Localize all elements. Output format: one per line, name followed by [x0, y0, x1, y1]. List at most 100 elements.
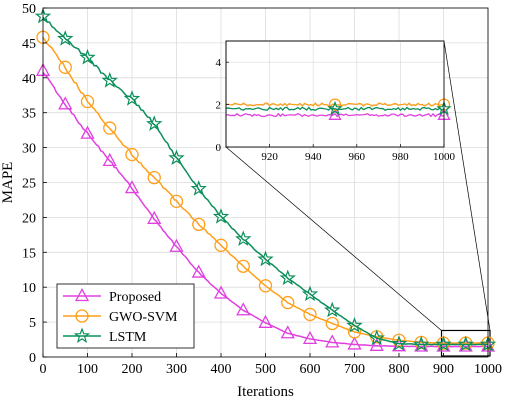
inset-x-tick-label: 980	[392, 151, 409, 163]
x-tick-label: 400	[211, 362, 232, 377]
zoom-connector-line	[443, 40, 491, 331]
x-tick-label: 100	[77, 362, 98, 377]
data-point-gwo-svm	[125, 147, 139, 162]
y-tick-label: 10	[22, 281, 36, 296]
inset-series-line-gwo-svm	[225, 102, 445, 107]
data-point-lstm	[346, 316, 363, 333]
data-point-lstm	[257, 250, 274, 267]
data-point-gwo-svm	[281, 295, 295, 310]
legend-label-lstm: LSTM	[109, 330, 147, 345]
data-point-lstm	[190, 180, 207, 196]
y-tick-label: 0	[29, 351, 36, 366]
data-point-gwo-svm	[214, 238, 228, 252]
legend-marker-proposed	[74, 288, 90, 302]
data-point-lstm	[123, 90, 141, 106]
data-point-proposed	[347, 336, 362, 350]
data-point-gwo-svm	[325, 316, 339, 331]
data-point-lstm	[57, 30, 74, 46]
inset-data-point-lstm	[327, 100, 343, 116]
inset-series-line-proposed	[225, 112, 445, 118]
data-point-lstm	[168, 149, 185, 166]
y-tick-label: 45	[22, 37, 36, 52]
x-tick-label: 1000	[474, 362, 502, 377]
data-point-gwo-svm	[80, 94, 95, 109]
x-tick-label: 600	[300, 362, 321, 377]
data-point-lstm	[235, 230, 252, 247]
data-point-proposed	[280, 325, 295, 339]
data-point-gwo-svm	[103, 121, 117, 135]
y-tick-label: 25	[22, 177, 36, 192]
data-point-proposed	[302, 330, 318, 345]
data-point-lstm	[101, 71, 118, 88]
data-point-gwo-svm	[169, 194, 184, 208]
inset-zoom-plot: 920 940 960 980 1000 0 2 4	[216, 40, 456, 163]
main-series	[34, 7, 497, 352]
x-tick-label: 200	[122, 362, 143, 377]
data-point-proposed	[102, 152, 117, 167]
inset-y-tick-label: 2	[216, 100, 222, 112]
x-tick-label: 500	[255, 362, 276, 377]
inset-border	[225, 40, 445, 148]
y-tick-label: 5	[29, 316, 36, 331]
data-point-lstm	[146, 115, 163, 131]
x-axis-label: Iterations	[237, 384, 294, 400]
data-point-proposed	[124, 180, 140, 194]
data-point-lstm	[368, 329, 385, 346]
legend: Proposed GWO-SVM LSTM	[56, 283, 195, 349]
data-point-proposed	[58, 96, 73, 110]
x-tick-label: 900	[433, 362, 454, 377]
data-point-lstm	[435, 335, 452, 352]
data-point-lstm	[390, 335, 408, 351]
data-point-lstm	[212, 208, 230, 224]
data-point-gwo-svm	[258, 279, 273, 293]
inset-y-tick-label: 4	[216, 57, 222, 69]
data-point-gwo-svm	[236, 259, 250, 273]
data-point-proposed	[369, 337, 384, 351]
legend-label-proposed: Proposed	[109, 290, 161, 305]
inset-y-tick-label: 0	[216, 142, 222, 154]
y-tick-label: 40	[22, 72, 36, 87]
y-tick-label: 35	[22, 107, 36, 122]
y-tick-label: 20	[22, 211, 36, 226]
legend-marker-lstm	[73, 327, 91, 343]
data-point-lstm	[457, 335, 474, 352]
y-tick-label: 50	[22, 2, 36, 17]
data-point-gwo-svm	[147, 170, 161, 185]
y-tick-label: 30	[22, 142, 36, 157]
x-tick-label: 300	[166, 362, 187, 377]
data-point-lstm	[324, 301, 341, 318]
data-point-lstm	[279, 269, 296, 286]
data-point-proposed	[80, 125, 95, 139]
data-point-lstm	[79, 48, 96, 65]
series-line-gwo-svm	[42, 37, 489, 344]
main-axes: 0 100 200 300 400 500 600 700 800 900 100005101520…	[22, 2, 502, 377]
zoom-connector-line	[225, 146, 442, 331]
data-point-gwo-svm	[192, 217, 206, 232]
data-point-gwo-svm	[58, 60, 72, 74]
series-line-proposed	[42, 71, 489, 348]
inset-x-tick-label: 1000	[433, 151, 456, 163]
data-point-proposed	[258, 314, 273, 328]
inset-data-point-proposed	[328, 107, 342, 120]
x-tick-label: 0	[40, 362, 47, 377]
data-point-proposed	[213, 285, 229, 299]
data-point-lstm	[413, 335, 430, 352]
data-point-proposed	[191, 264, 206, 278]
legend-marker-gwo-svm	[75, 309, 89, 323]
legend-label-gwo-svm: GWO-SVM	[109, 310, 178, 325]
x-tick-label: 800	[389, 362, 410, 377]
data-point-gwo-svm	[303, 307, 317, 322]
data-point-proposed	[169, 238, 184, 252]
y-tick-label: 15	[22, 246, 36, 261]
data-point-proposed	[325, 334, 340, 348]
inset-frame	[225, 40, 445, 148]
y-axis-label: MAPE	[0, 162, 16, 204]
inset-series-line-lstm	[225, 106, 445, 112]
x-tick-label: 700	[344, 362, 365, 377]
series-line-lstm	[42, 16, 489, 346]
inset-x-tick-label: 940	[305, 151, 322, 163]
data-point-lstm	[301, 285, 319, 302]
data-point-proposed	[236, 302, 251, 316]
inset-data-point-gwo-svm	[328, 98, 342, 111]
